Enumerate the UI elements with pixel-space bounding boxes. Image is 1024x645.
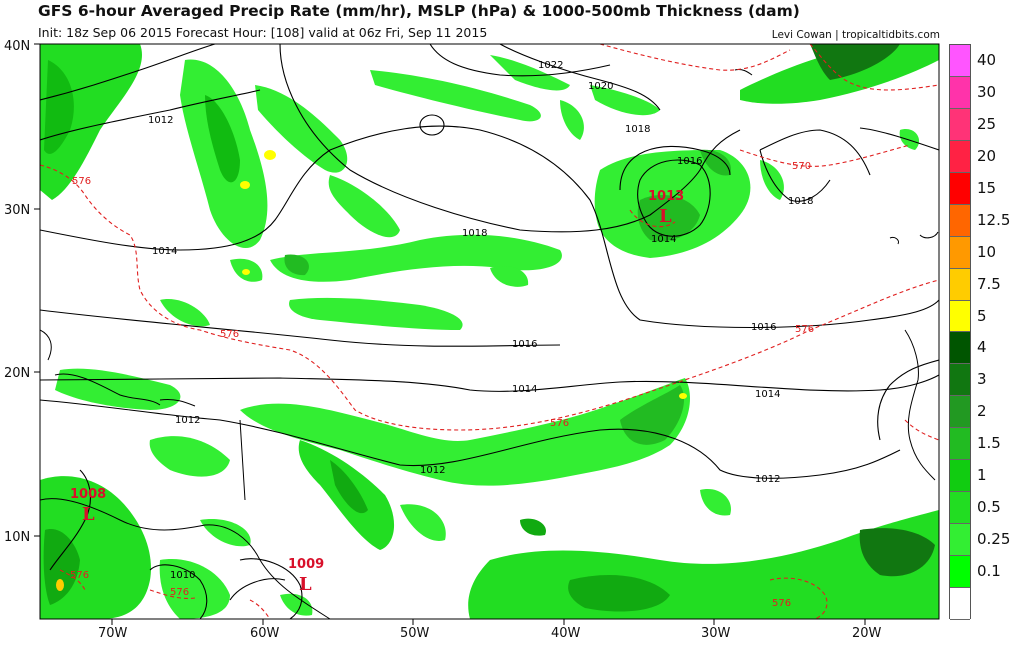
isobar-label: 1014 xyxy=(152,246,177,257)
legend-swatch xyxy=(950,204,970,237)
thickness-label: 576 xyxy=(170,587,189,598)
legend-swatch xyxy=(950,396,970,429)
lat-label: 10N xyxy=(4,530,30,545)
thickness-contours xyxy=(40,44,939,619)
isobars xyxy=(40,44,939,619)
precip-color-legend xyxy=(949,44,971,620)
lon-label: 30W xyxy=(701,626,731,641)
thickness-label: 576 xyxy=(70,570,89,581)
map-background xyxy=(40,44,939,619)
lon-label: 70W xyxy=(98,626,128,641)
legend-swatch xyxy=(950,140,970,173)
isobar-label: 1012 xyxy=(420,465,445,476)
legend-label: 0.5 xyxy=(977,498,1001,517)
legend-label: 1.5 xyxy=(977,434,1001,453)
isobar-label: 1016 xyxy=(677,156,702,167)
low-symbol: L xyxy=(82,504,95,525)
legend-label: 20 xyxy=(977,146,997,165)
legend-label: 4 xyxy=(977,338,987,357)
map-subtitle: Init: 18z Sep 06 2015 Forecast Hour: [10… xyxy=(38,25,488,40)
map-title: GFS 6-hour Averaged Precip Rate (mm/hr),… xyxy=(38,2,800,20)
lon-label: 60W xyxy=(250,626,280,641)
map-frame xyxy=(39,43,940,620)
legend-swatch xyxy=(950,364,970,397)
low-pressure-centers: 1013 L 1008 L 1009 L xyxy=(70,189,684,595)
axis-labels: 40N 30N 20N 10N 70W 60W 50W 40W 30W 20W xyxy=(4,39,882,641)
legend-label: 12.5 xyxy=(977,210,1011,229)
low-symbol: L xyxy=(299,574,312,595)
lon-label: 40W xyxy=(551,626,581,641)
legend-swatch xyxy=(950,492,970,525)
isobar-label: 1022 xyxy=(538,60,563,71)
isobar-label: 1010 xyxy=(170,570,195,581)
low-value: 1009 xyxy=(288,557,324,572)
legend-label: 0.25 xyxy=(977,530,1011,549)
isobar-label: 1016 xyxy=(512,339,537,350)
isobar-label: 1014 xyxy=(651,234,676,245)
isobar-label: 1020 xyxy=(588,81,613,92)
isobar-labels: 1022 1020 1018 1018 1018 1016 1016 1016 … xyxy=(148,60,813,581)
lat-label: 30N xyxy=(4,203,30,218)
legend-label: 2 xyxy=(977,402,987,421)
legend-label: 40 xyxy=(977,50,997,69)
isobar-label: 1018 xyxy=(788,196,813,207)
legend-swatch xyxy=(950,76,970,109)
thickness-labels: 576 576 576 576 576 570 576 576 xyxy=(70,161,814,609)
legend-swatch xyxy=(950,108,970,141)
legend-swatch xyxy=(950,172,970,205)
legend-swatch xyxy=(950,300,970,333)
thickness-label: 576 xyxy=(772,598,791,609)
legend-label: 30 xyxy=(977,82,997,101)
legend-label: 10 xyxy=(977,242,997,261)
lat-label: 40N xyxy=(4,39,30,54)
legend-swatch xyxy=(950,45,970,77)
legend-label: 5 xyxy=(977,306,987,325)
legend-label: 1 xyxy=(977,466,987,485)
legend-swatch xyxy=(950,556,970,588)
legend-label: 25 xyxy=(977,114,997,133)
thickness-label: 576 xyxy=(220,329,239,340)
thickness-label: 576 xyxy=(72,176,91,187)
isobar-label: 1014 xyxy=(512,384,537,395)
legend-swatch xyxy=(950,332,970,365)
thickness-label: 576 xyxy=(550,418,569,429)
low-value: 1013 xyxy=(648,189,684,204)
thickness-label: 570 xyxy=(792,161,811,172)
isobar-label: 1018 xyxy=(462,228,487,239)
legend-swatch xyxy=(950,428,970,461)
low-symbol: L xyxy=(659,206,672,227)
legend-swatch xyxy=(950,460,970,493)
legend-label: 3 xyxy=(977,370,987,389)
credit-text: Levi Cowan | tropicaltidbits.com xyxy=(771,29,940,41)
thickness-label: 576 xyxy=(795,324,814,335)
legend-swatch xyxy=(950,268,970,301)
lon-label: 50W xyxy=(400,626,430,641)
isobar-label: 1012 xyxy=(148,115,173,126)
lat-label: 20N xyxy=(4,366,30,381)
isobar-label: 1016 xyxy=(751,322,776,333)
axis-ticks xyxy=(34,43,866,625)
legend-swatch xyxy=(950,587,970,620)
legend-swatch xyxy=(950,236,970,269)
lon-label: 20W xyxy=(852,626,882,641)
isobar-label: 1012 xyxy=(755,474,780,485)
legend-swatch xyxy=(950,524,970,556)
isobar-label: 1018 xyxy=(625,124,650,135)
legend-label: 7.5 xyxy=(977,274,1001,293)
legend-label: 0.1 xyxy=(977,562,1001,581)
coastlines xyxy=(40,69,939,619)
low-value: 1008 xyxy=(70,487,106,502)
isobar-label: 1014 xyxy=(755,389,780,400)
isobar-label: 1012 xyxy=(175,415,200,426)
legend-label: 15 xyxy=(977,178,997,197)
